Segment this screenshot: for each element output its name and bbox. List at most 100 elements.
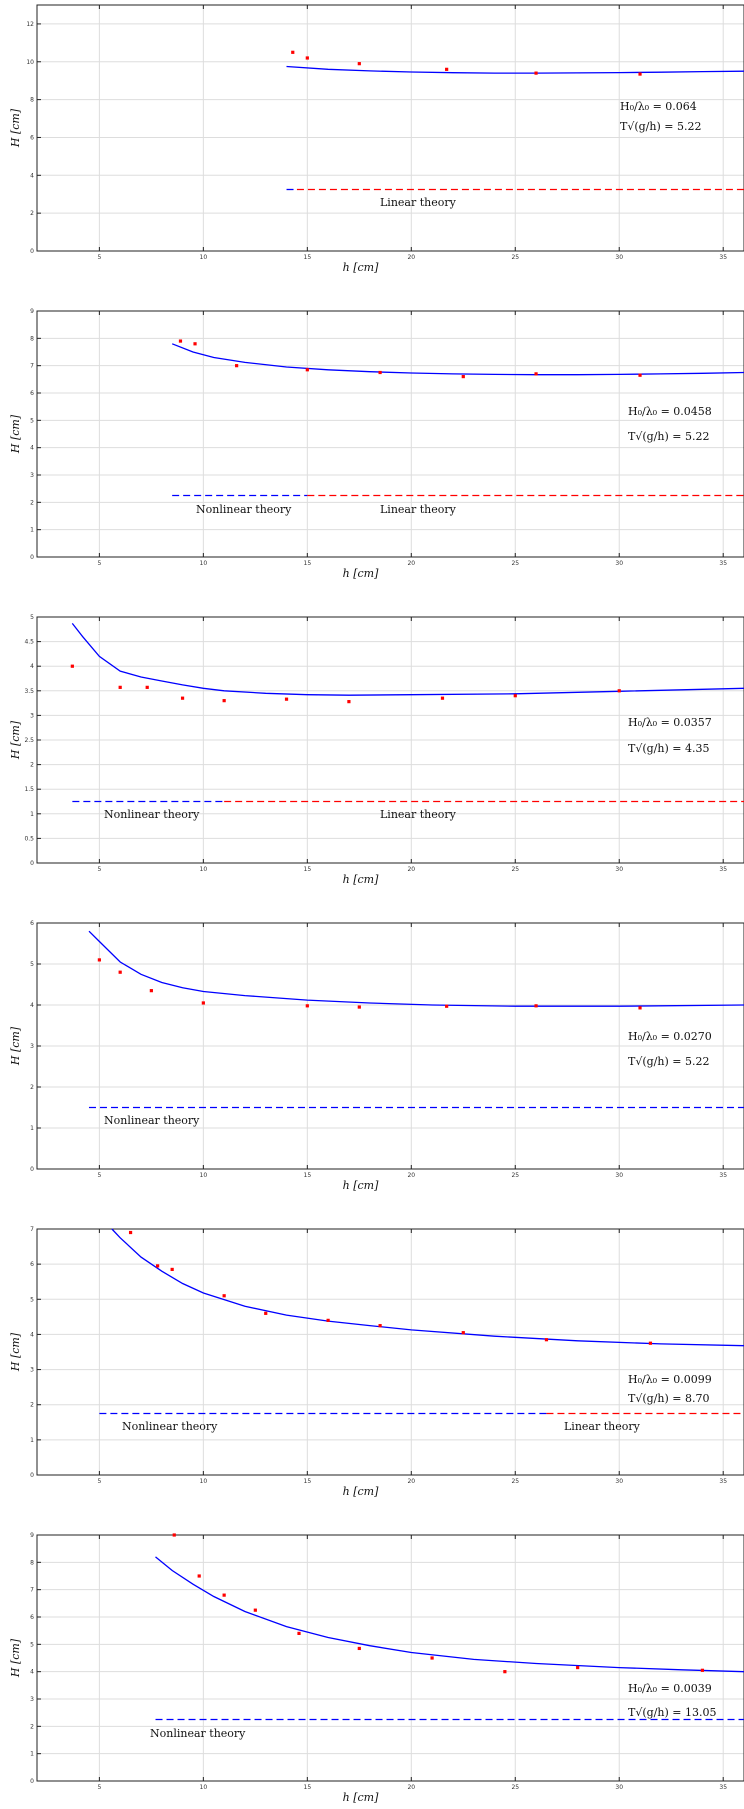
plot-frame: [36, 1228, 744, 1476]
measured-point: [70, 664, 74, 668]
y-tick-label: 6: [30, 134, 34, 141]
measured-point: [378, 1324, 382, 1328]
x-tick-label: 30: [615, 254, 623, 261]
x-tick-label: 15: [304, 254, 312, 261]
model-curve: [286, 65, 744, 74]
measured-point: [305, 56, 309, 60]
y-tick-label: 5: [30, 1296, 34, 1303]
y-tick-label: 4: [30, 663, 34, 670]
measured-point: [201, 1001, 205, 1005]
x-tick-label: 10: [200, 560, 208, 567]
measured-point: [445, 1004, 449, 1008]
theory-label-1: Nonlinear theory: [122, 1420, 218, 1433]
measured-point: [305, 1004, 309, 1008]
y-tick-label: 3: [30, 1043, 34, 1050]
model-curve: [155, 1556, 744, 1673]
y-tick-label: 5: [30, 614, 34, 621]
measured-point: [544, 1338, 549, 1342]
y-tick-label: 0.5: [24, 835, 34, 842]
measured-point: [170, 1267, 174, 1272]
y-tick-label: 2.5: [24, 737, 34, 744]
y-tick-label: 8: [30, 335, 34, 342]
y-tick-label: 8: [30, 97, 34, 104]
x-axis-label: h [cm]: [343, 567, 379, 580]
measured-point: [128, 1230, 133, 1235]
measured-point: [197, 1574, 201, 1578]
y-axis-label: H [cm]: [9, 108, 22, 148]
measured-point: [347, 700, 351, 704]
x-tick-label: 25: [511, 254, 519, 261]
theory-label-2: Linear theory: [380, 503, 457, 516]
measured-point: [638, 373, 642, 377]
x-tick-label: 5: [97, 254, 101, 261]
x-tick-label: 5: [97, 866, 101, 873]
x-tick-label: 10: [200, 1478, 208, 1485]
parameter-annotation-1: H₀/λ₀ = 0.0039: [628, 1682, 712, 1695]
x-tick-label: 20: [407, 1478, 415, 1485]
theory-label-1: Nonlinear theory: [196, 503, 292, 516]
y-axis-label: H [cm]: [9, 1026, 22, 1066]
y-axis-label: H [cm]: [9, 414, 22, 454]
measured-point: [156, 1264, 160, 1268]
measured-point: [178, 339, 183, 343]
plot-frame: [36, 1534, 744, 1782]
y-tick-label: 3: [30, 472, 34, 479]
x-tick-label: 35: [719, 1784, 727, 1791]
parameter-annotation-1: H₀/λ₀ = 0.0357: [628, 716, 712, 729]
x-tick-label: 15: [304, 1478, 312, 1485]
measured-point: [378, 370, 382, 375]
x-tick-label: 20: [407, 1784, 415, 1791]
y-axis-label: H [cm]: [9, 1332, 22, 1372]
parameter-annotation-1: H₀/λ₀ = 0.064: [620, 100, 697, 113]
measured-point: [264, 1311, 268, 1315]
x-axis-label: h [cm]: [343, 1791, 379, 1804]
y-tick-label: 5: [30, 961, 34, 968]
y-tick-label: 7: [30, 1587, 34, 1594]
chart-panel-6: 5 10 15 20 25 30 35 0 1 2 3 4 5 6 7 8 9 h [cm] H [cm] Nonli…: [9, 1532, 744, 1804]
y-tick-label: 0: [30, 554, 34, 561]
theory-label-2: Linear theory: [564, 1420, 641, 1433]
measured-point: [222, 1294, 226, 1298]
parameter-annotation-1: H₀/λ₀ = 0.0458: [628, 405, 712, 418]
measured-point: [503, 1670, 507, 1674]
x-tick-label: 35: [719, 866, 727, 873]
y-tick-label: 9: [30, 308, 34, 315]
chart-panel-2: 5 10 15 20 25 30 35 0 1 2 3 4 5 6 7 8 9 h [cm] H [cm] Nonli…: [9, 308, 744, 580]
y-tick-label: 6: [30, 390, 34, 397]
y-tick-label: 12: [26, 21, 34, 28]
measured-point: [461, 1331, 465, 1335]
y-tick-label: 3.5: [24, 688, 34, 695]
y-tick-label: 1: [30, 1751, 34, 1758]
theory-label-1: Nonlinear theory: [150, 1727, 246, 1740]
x-tick-label: 30: [615, 560, 623, 567]
measured-point: [513, 694, 517, 698]
measured-point: [305, 368, 309, 372]
x-tick-label: 25: [511, 560, 519, 567]
x-tick-label: 5: [97, 560, 101, 567]
x-tick-label: 20: [407, 254, 415, 261]
x-tick-label: 5: [97, 1172, 101, 1179]
measured-point: [172, 1533, 176, 1537]
x-tick-label: 35: [719, 254, 727, 261]
x-tick-label: 15: [304, 866, 312, 873]
y-tick-label: 9: [30, 1532, 34, 1539]
y-tick-label: 1: [30, 1437, 34, 1444]
x-tick-label: 10: [200, 1172, 208, 1179]
parameter-annotation-2: T√(g/h) = 5.22: [620, 120, 701, 133]
x-tick-label: 20: [407, 1172, 415, 1179]
measured-point: [291, 50, 295, 54]
measured-point: [576, 1665, 580, 1670]
measured-point: [638, 72, 642, 76]
chart-panel-4: 5 10 15 20 25 30 35 0 1 2 3 4 5 6 h [cm] H [cm] Nonlinea…: [9, 920, 744, 1192]
measured-point: [180, 696, 185, 700]
y-tick-label: 1: [30, 811, 34, 818]
measured-point: [534, 71, 538, 75]
parameter-annotation-2: T√(g/h) = 4.35: [628, 742, 709, 755]
model-curve: [71, 622, 744, 696]
x-axis-label: h [cm]: [343, 261, 379, 274]
y-tick-label: 0: [30, 1778, 34, 1785]
x-tick-label: 10: [200, 254, 208, 261]
y-axis-label: H [cm]: [9, 1638, 22, 1678]
x-tick-label: 15: [304, 1784, 312, 1791]
y-tick-label: 6: [30, 920, 34, 927]
